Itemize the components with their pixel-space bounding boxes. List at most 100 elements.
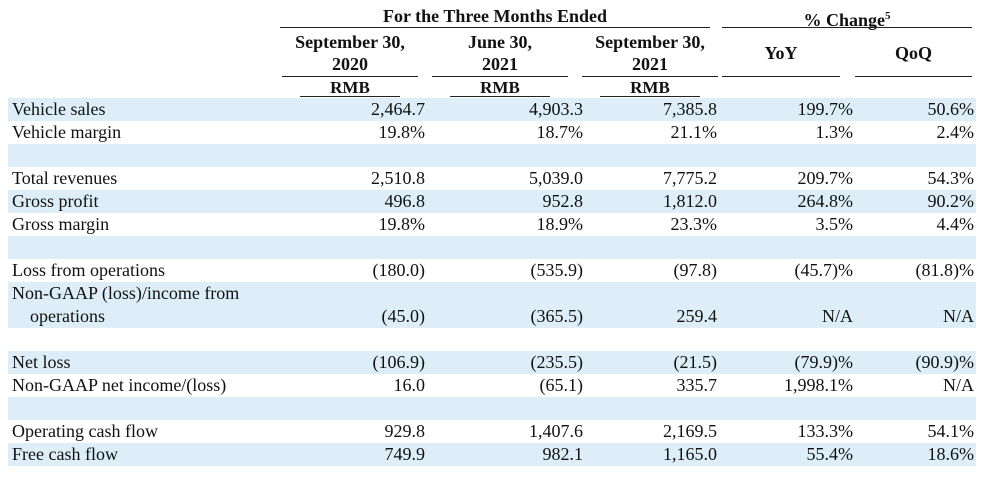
table-row: Net loss (106.9) (235.5) (21.5) (79.9)% … xyxy=(8,351,976,374)
cell-qoq: (90.9)% xyxy=(915,352,974,372)
cell-qoq: 2.4% xyxy=(936,122,975,142)
cell-jun-2021: 4,903.3 xyxy=(529,99,583,119)
table-row: Total revenues 2,510.8 5,039.0 7,775.2 2… xyxy=(8,167,976,190)
cell-jun-2021: 5,039.0 xyxy=(529,168,583,188)
unit-jun-2021: RMB xyxy=(480,78,520,97)
cell-qoq: 4.4% xyxy=(936,214,975,234)
cell-yoy: 1.3% xyxy=(815,122,854,142)
table-row: Non-GAAP net income/(loss) 16.0 (65.1) 3… xyxy=(8,374,976,397)
cell-yoy: 264.8% xyxy=(797,191,854,211)
unit-rule-sep-2020 xyxy=(300,96,400,97)
col-sep-2021-line1: September 30, xyxy=(595,32,705,52)
cell-yoy: (45.7)% xyxy=(794,260,853,280)
cell-yoy: N/A xyxy=(822,306,853,326)
cell-qoq: 54.1% xyxy=(927,421,975,441)
cell-sep-2021: 23.3% xyxy=(670,214,718,234)
col-jun-2021-line1: June 30, xyxy=(467,32,532,52)
col-yoy-rule xyxy=(722,76,840,77)
cell-jun-2021: 982.1 xyxy=(542,444,584,464)
col-sep-2020-rule xyxy=(282,76,418,77)
cell-qoq: 18.6% xyxy=(927,444,975,464)
cell-yoy: (79.9)% xyxy=(794,352,853,372)
row-label: Total revenues xyxy=(12,168,118,188)
cell-sep-2021: 7,385.8 xyxy=(663,99,717,119)
pct-change-rule xyxy=(722,27,972,28)
cell-sep-2020: (180.0) xyxy=(372,260,426,280)
cell-sep-2020: 2,510.8 xyxy=(371,168,425,188)
col-sep-2020-header: September 30, 2020 xyxy=(280,31,420,75)
row-label: Vehicle sales xyxy=(12,99,106,119)
cell-qoq: N/A xyxy=(943,375,974,395)
table-row-spacer xyxy=(8,328,976,351)
cell-qoq: 90.2% xyxy=(927,191,975,211)
cell-qoq: N/A xyxy=(943,306,974,326)
cell-sep-2021: 259.4 xyxy=(676,306,718,326)
cell-sep-2020: (45.0) xyxy=(381,306,426,326)
cell-sep-2020: 2,464.7 xyxy=(371,99,425,119)
table-row: Free cash flow 749.9 982.1 1,165.0 55.4%… xyxy=(8,443,976,466)
pct-change-footnote: 5 xyxy=(885,10,891,22)
col-jun-2021-header: June 30, 2021 xyxy=(430,31,570,75)
row-label: Non-GAAP net income/(loss) xyxy=(12,375,227,395)
col-sep-2020-line1: September 30, xyxy=(295,32,405,52)
table-row: Gross profit 496.8 952.8 1,812.0 264.8% … xyxy=(8,190,976,213)
cell-jun-2021: 952.8 xyxy=(542,191,584,211)
col-jun-2021-rule xyxy=(432,76,568,77)
cell-sep-2021: 1,812.0 xyxy=(663,191,717,211)
cell-sep-2020: (106.9) xyxy=(372,352,426,372)
cell-sep-2021: 335.7 xyxy=(676,375,718,395)
cell-jun-2021: 1,407.6 xyxy=(529,421,583,441)
unit-sep-2021: RMB xyxy=(630,78,670,97)
table-row: Gross margin 19.8% 18.9% 23.3% 3.5% 4.4% xyxy=(8,213,976,236)
row-label: Gross profit xyxy=(12,191,99,211)
cell-sep-2020: 929.8 xyxy=(384,421,426,441)
cell-qoq: 54.3% xyxy=(927,168,975,188)
row-label: operations xyxy=(30,306,105,326)
group-title: For the Three Months Ended xyxy=(382,6,608,26)
col-sep-2021-rule xyxy=(582,76,718,77)
row-label: Non-GAAP (loss)/income from xyxy=(12,283,240,303)
row-label: Gross margin xyxy=(12,214,110,234)
table-row: operations (45.0) (365.5) 259.4 N/A N/A xyxy=(8,305,976,328)
row-label: Free cash flow xyxy=(12,444,118,464)
table-row: Loss from operations (180.0) (535.9) (97… xyxy=(8,259,976,282)
pct-change-title: % Change5 xyxy=(722,5,972,31)
col-sep-2021-header: September 30, 2021 xyxy=(580,31,720,75)
table-row: Non-GAAP (loss)/income from xyxy=(8,282,976,305)
cell-sep-2021: 7,775.2 xyxy=(663,168,717,188)
table-row-spacer xyxy=(8,397,976,420)
row-label: Operating cash flow xyxy=(12,421,158,441)
pct-change-label: % Change xyxy=(803,10,885,30)
table-row-spacer xyxy=(8,144,976,167)
unit-sep-2020: RMB xyxy=(330,78,370,97)
cell-yoy: 199.7% xyxy=(797,99,854,119)
col-sep-2020-line2: 2020 xyxy=(332,54,368,74)
row-label: Net loss xyxy=(12,352,71,372)
cell-sep-2020: 19.8% xyxy=(378,214,426,234)
cell-sep-2020: 19.8% xyxy=(378,122,426,142)
cell-qoq: (81.8)% xyxy=(915,260,974,280)
table-row: Vehicle margin 19.8% 18.7% 21.1% 1.3% 2.… xyxy=(8,121,976,144)
cell-yoy: 133.3% xyxy=(797,421,854,441)
cell-sep-2021: 2,169.5 xyxy=(663,421,717,441)
cell-sep-2020: 496.8 xyxy=(384,191,426,211)
cell-sep-2021: (21.5) xyxy=(673,352,718,372)
col-jun-2021-line2: 2021 xyxy=(482,54,518,74)
cell-sep-2021: 1,165.0 xyxy=(663,444,717,464)
cell-jun-2021: 18.9% xyxy=(536,214,584,234)
cell-sep-2020: 16.0 xyxy=(393,375,426,395)
cell-jun-2021: (535.9) xyxy=(530,260,584,280)
col-sep-2021-line2: 2021 xyxy=(632,54,668,74)
table-row: Vehicle sales 2,464.7 4,903.3 7,385.8 19… xyxy=(8,98,976,121)
cell-yoy: 3.5% xyxy=(815,214,854,234)
row-label: Loss from operations xyxy=(12,260,165,280)
row-label: Vehicle margin xyxy=(12,122,122,142)
cell-jun-2021: (365.5) xyxy=(530,306,584,326)
cell-qoq: 50.6% xyxy=(927,99,975,119)
cell-yoy: 55.4% xyxy=(806,444,854,464)
table-row: Operating cash flow 929.8 1,407.6 2,169.… xyxy=(8,420,976,443)
col-yoy-header: YoY xyxy=(764,43,798,63)
col-qoq-header: QoQ xyxy=(894,43,932,63)
unit-rule-jun-2021 xyxy=(450,96,550,97)
cell-jun-2021: 18.7% xyxy=(536,122,584,142)
